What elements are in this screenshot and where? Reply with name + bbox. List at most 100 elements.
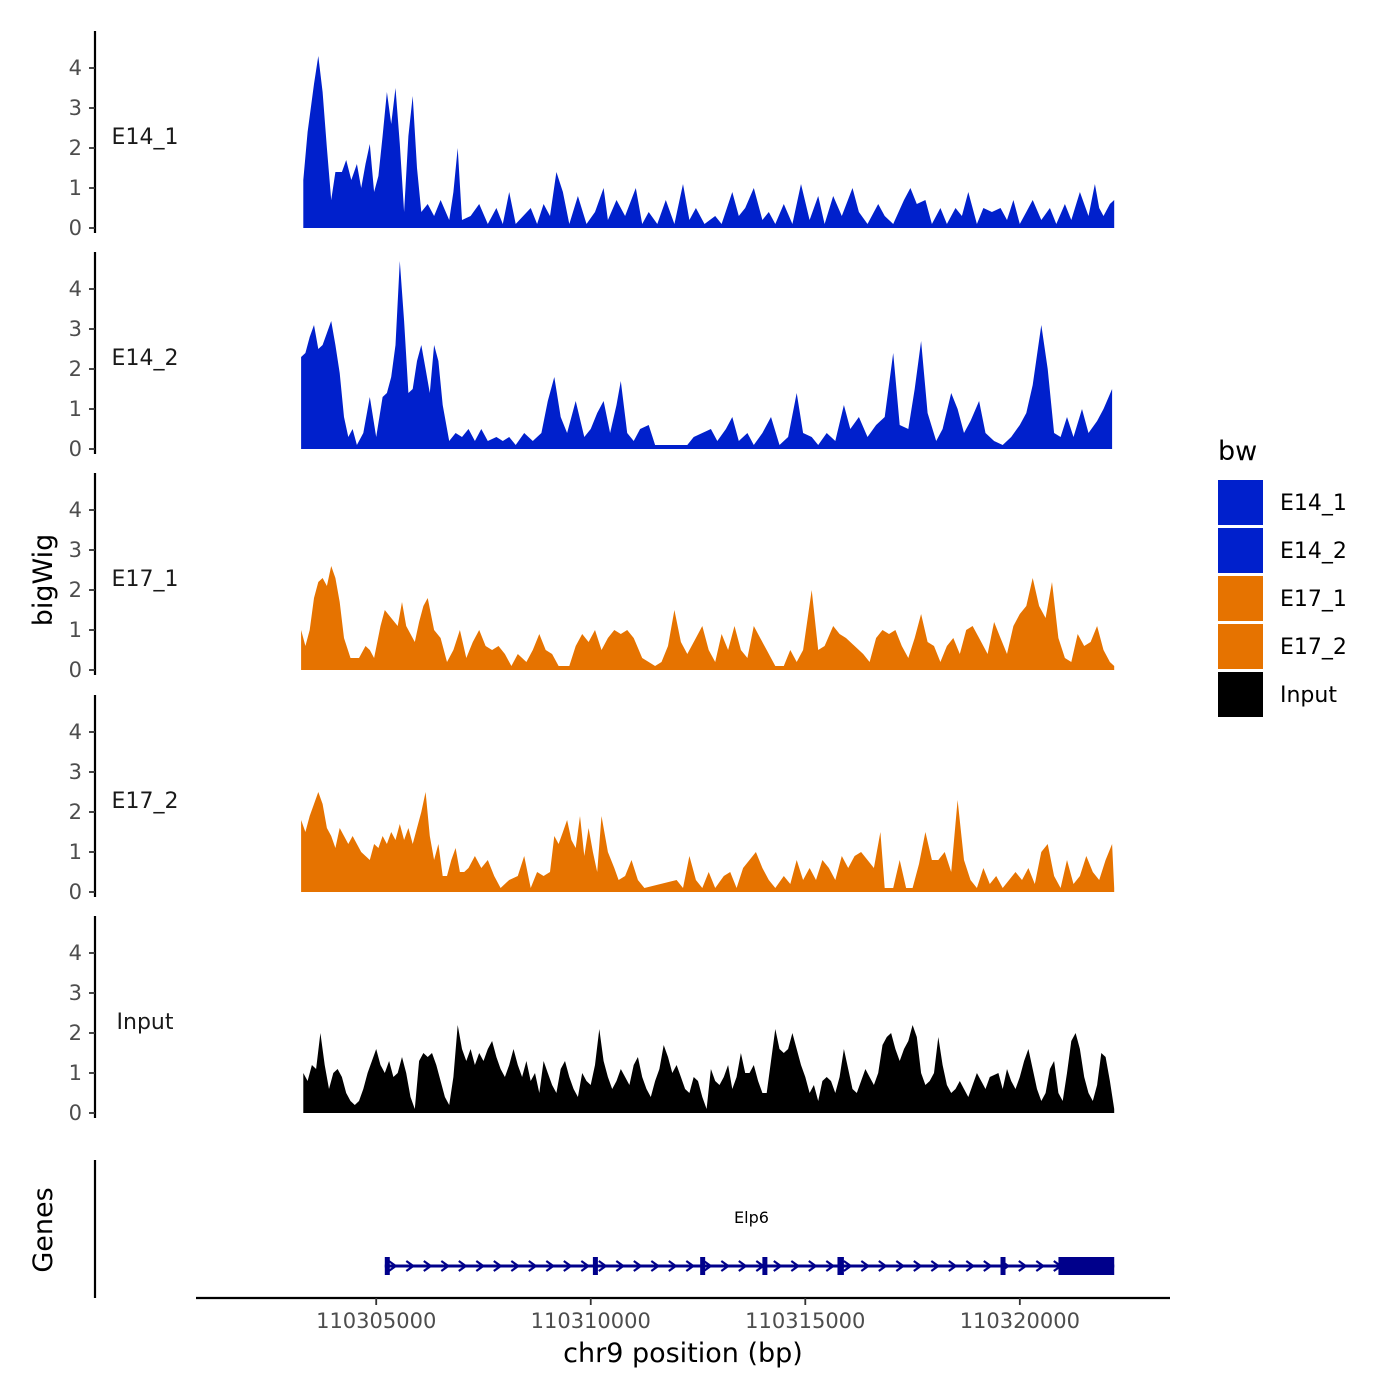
y-tick-label: 4 (69, 498, 82, 522)
strand-arrow (405, 1260, 416, 1272)
legend-label-e14-1: E14_1 (1280, 491, 1347, 516)
track-e17-2: 0 1 2 3 4 E17_2 (69, 695, 1115, 904)
track-input: 0 1 2 3 4 Input (69, 916, 1115, 1125)
legend: bw E14_1 E14_2 E17_1 E17_2 Input (1218, 436, 1347, 717)
strand-arrow (930, 1260, 941, 1272)
signal-area-e14-2 (301, 261, 1113, 449)
y-tick-label: 1 (69, 1061, 82, 1085)
signal-area-e17-1 (301, 566, 1115, 670)
strand-arrow (510, 1260, 521, 1272)
strand-arrow (633, 1260, 643, 1272)
track-e14-1: 0 1 2 3 4 E14_1 (69, 31, 1115, 240)
x-tick-label: 110310000 (531, 1309, 651, 1333)
y-tick-label: 0 (69, 437, 82, 461)
bigwig-tracks: 0 1 2 3 4 E14_1 0 1 2 3 4 E14_2 0 1 2 3 4 E17_1 0 1 2 3 4 E17_2… (69, 31, 1115, 1125)
y-tick-label: 3 (69, 96, 82, 120)
track-label: E14_1 (112, 125, 179, 150)
strand-arrow (615, 1260, 626, 1272)
y-tick-label: 1 (69, 840, 82, 864)
legend-swatch-e14-1 (1218, 480, 1263, 525)
strand-arrow (913, 1260, 923, 1272)
strand-arrow (685, 1260, 696, 1272)
y-tick-label: 3 (69, 760, 82, 784)
signal-area-e14-1 (303, 56, 1115, 228)
genes-axis-title: Genes (28, 1187, 59, 1272)
strand-arrow (598, 1260, 608, 1272)
strand-arrow (650, 1260, 661, 1272)
track-e17-1: 0 1 2 3 4 E17_1 (69, 473, 1115, 682)
strand-arrow (458, 1260, 468, 1272)
legend-swatch-input (1218, 672, 1263, 717)
y-tick-label: 2 (69, 136, 82, 160)
strand-arrow (545, 1260, 556, 1272)
track-label: Input (117, 1010, 174, 1035)
gene-elp6: Elp6 (384, 1208, 1115, 1275)
y-tick-label: 3 (69, 538, 82, 562)
legend-label-input: Input (1280, 683, 1337, 708)
y-tick-label: 4 (69, 277, 82, 301)
gene-exon (762, 1257, 768, 1275)
gene-exon (1058, 1257, 1115, 1275)
strand-arrow (580, 1260, 591, 1272)
gene-label: Elp6 (734, 1208, 769, 1227)
y-tick-label: 2 (69, 578, 82, 602)
strand-arrow (878, 1260, 888, 1272)
strand-arrow (720, 1260, 731, 1272)
strand-arrow (475, 1260, 486, 1272)
x-axis-title: chr9 position (bp) (563, 1338, 803, 1369)
track-label: E17_2 (112, 789, 179, 814)
y-tick-label: 2 (69, 800, 82, 824)
gene-exon (384, 1257, 390, 1275)
strand-arrow (948, 1260, 958, 1272)
y-tick-label: 1 (69, 176, 82, 200)
strand-arrow (808, 1260, 818, 1272)
track-label: E17_1 (112, 567, 179, 592)
y-tick-label: 3 (69, 317, 82, 341)
y-tick-label: 1 (69, 618, 82, 642)
legend-swatch-e17-2 (1218, 624, 1263, 669)
strand-arrow (965, 1260, 976, 1272)
y-tick-label: 0 (69, 1101, 82, 1125)
legend-title: bw (1218, 436, 1257, 467)
y-tick-label: 0 (69, 880, 82, 904)
gene-exon (837, 1257, 844, 1275)
gene-track: Elp6 (93, 1160, 1115, 1298)
strand-arrow (1035, 1260, 1046, 1272)
legend-label-e17-1: E17_1 (1280, 587, 1347, 612)
legend-label-e17-2: E17_2 (1280, 635, 1347, 660)
strand-arrow (440, 1260, 451, 1272)
strand-arrow (703, 1260, 713, 1272)
y-tick-label: 0 (69, 658, 82, 682)
strand-arrow (860, 1260, 871, 1272)
track-label: E14_2 (112, 346, 179, 371)
y-tick-label: 4 (69, 720, 82, 744)
y-tick-label: 2 (69, 357, 82, 381)
x-tick-label: 110305000 (316, 1309, 436, 1333)
track-e14-2: 0 1 2 3 4 E14_2 (69, 252, 1113, 461)
strand-arrow (388, 1260, 398, 1272)
legend-label-e14-2: E14_2 (1280, 539, 1347, 564)
x-tick-label: 110320000 (960, 1309, 1080, 1333)
y-axis-title: bigWig (28, 534, 59, 627)
strand-arrow (493, 1260, 503, 1272)
legend-swatch-e17-1 (1218, 576, 1263, 621)
y-tick-label: 4 (69, 941, 82, 965)
strand-arrow (563, 1260, 573, 1272)
strand-arrow (528, 1260, 538, 1272)
signal-area-input (303, 1025, 1115, 1113)
legend-swatch-e14-2 (1218, 528, 1263, 573)
y-tick-label: 2 (69, 1021, 82, 1045)
y-tick-label: 3 (69, 981, 82, 1005)
strand-arrow (1018, 1260, 1028, 1272)
signal-area-e17-2 (301, 792, 1115, 892)
strand-arrow (790, 1260, 801, 1272)
gene-exon (592, 1257, 598, 1275)
strand-arrow (423, 1260, 433, 1272)
strand-arrow (843, 1260, 853, 1272)
x-tick-label: 110315000 (745, 1309, 865, 1333)
strand-arrow (983, 1260, 993, 1272)
y-tick-label: 1 (69, 397, 82, 421)
strand-arrow (668, 1260, 678, 1272)
y-tick-label: 4 (69, 56, 82, 80)
